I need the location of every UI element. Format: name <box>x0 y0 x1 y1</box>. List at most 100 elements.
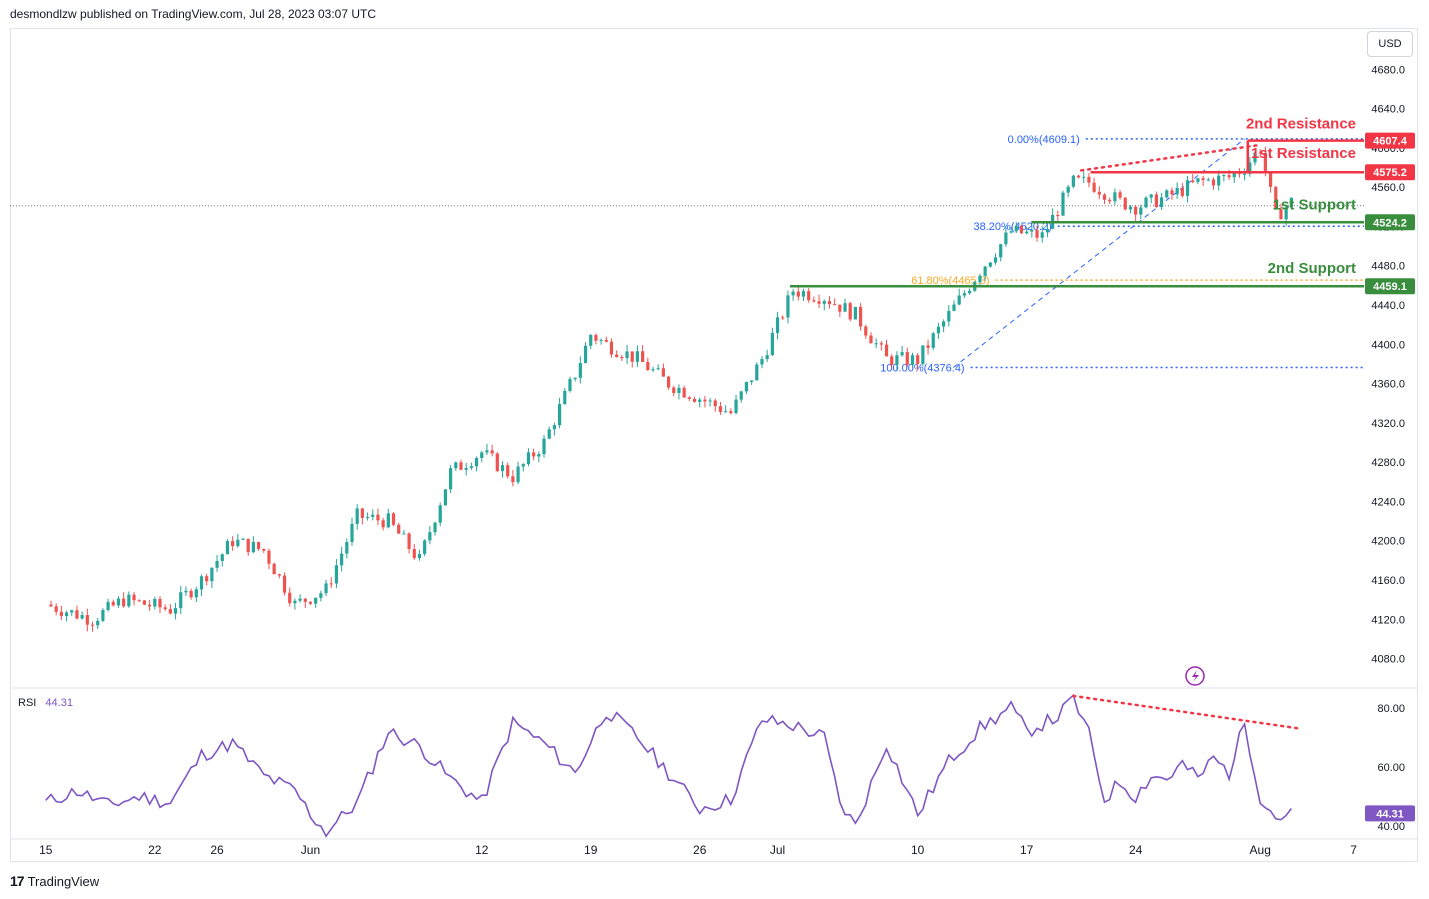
candle-body <box>407 533 411 549</box>
candle-body <box>563 390 567 405</box>
candle-body <box>843 303 847 312</box>
candle-body <box>1227 175 1231 178</box>
candle-body <box>1025 231 1029 234</box>
price-tick-label: 4240.0 <box>1371 496 1405 508</box>
candle-body <box>1092 182 1096 192</box>
candle-body <box>936 326 941 334</box>
candle-body <box>1035 230 1039 238</box>
candle-body <box>511 476 515 483</box>
candle-body <box>1268 171 1273 187</box>
candle-body <box>573 377 577 380</box>
candle-body <box>85 615 89 625</box>
candle-body <box>1274 186 1278 210</box>
candle-body <box>718 406 723 412</box>
candle-body <box>713 400 717 407</box>
candle-body <box>791 291 795 296</box>
candle-body <box>1019 225 1024 234</box>
candle-body <box>288 592 292 604</box>
candle-body <box>127 594 131 607</box>
candle-body <box>225 541 230 555</box>
fib-level-label: 61.80%(4465.3) <box>911 275 989 287</box>
support-resistance-levels[interactable]: 2nd Resistance 4607.4 1st Resistance 4575.2… <box>790 116 1415 295</box>
candle-body <box>220 554 224 562</box>
candle-body <box>101 610 105 621</box>
candle-body <box>70 610 74 613</box>
chart-frame <box>10 28 1418 862</box>
candle-body <box>1243 173 1247 175</box>
candle-body <box>750 380 754 382</box>
candle-body <box>334 565 339 584</box>
candle-body <box>443 489 448 506</box>
candle-body <box>516 466 520 483</box>
price-axis[interactable]: 4680.04640.04600.04560.04520.04480.04440… <box>1371 64 1405 833</box>
candle-body <box>864 326 868 336</box>
candle-body <box>1175 187 1179 195</box>
candle-body <box>853 306 857 320</box>
candle-body <box>947 310 951 322</box>
candle-body <box>905 352 909 365</box>
candle-body <box>142 600 147 605</box>
candle-body <box>781 317 785 319</box>
tradingview-brand[interactable]: 17 TradingView <box>10 873 99 889</box>
rsi-legend[interactable]: RSI 44.31 <box>18 697 73 709</box>
rsi-legend-value: 44.31 <box>45 697 73 709</box>
candle-body <box>666 376 671 388</box>
publish-header: desmondlzw published on TradingView.com,… <box>10 7 376 21</box>
fib-trend-line[interactable] <box>953 138 1245 368</box>
candle-body <box>630 351 634 362</box>
candle-body <box>812 300 816 302</box>
candle-body <box>687 397 691 399</box>
date-tick-label: Aug <box>1250 843 1271 857</box>
candle-body <box>1139 207 1143 215</box>
candle-body <box>999 244 1003 258</box>
candle-body <box>163 607 167 610</box>
candle-body <box>256 542 261 549</box>
candle-body <box>801 291 806 297</box>
candle-body <box>993 257 998 263</box>
candle-body <box>122 598 126 607</box>
candle-body <box>755 364 759 381</box>
candle-body <box>1134 206 1138 215</box>
candle-body <box>1004 232 1008 245</box>
fib-retracement[interactable]: 0.00%(4609.1)38.20%(4520.2)61.80%(4465.3… <box>880 134 1364 375</box>
candle-body <box>833 304 837 306</box>
alert-icon[interactable] <box>1185 666 1205 686</box>
price-tick-label: 4120.0 <box>1371 614 1405 626</box>
candle-body <box>184 590 188 593</box>
date-tick-label: 19 <box>584 843 598 857</box>
date-tick-label: 7 <box>1350 843 1357 857</box>
candle-body <box>298 598 302 601</box>
candle-body <box>1284 207 1288 220</box>
candle-body <box>1279 209 1283 220</box>
candle-body <box>1180 187 1184 196</box>
currency-button[interactable]: USD <box>1367 31 1413 57</box>
candle-body <box>651 369 655 371</box>
candle-body <box>1108 199 1112 202</box>
candle-body <box>1191 180 1195 182</box>
candle-body <box>189 590 193 598</box>
price-divergence-line[interactable] <box>1079 143 1262 172</box>
candle-body <box>734 399 738 414</box>
candle-body <box>1206 179 1210 181</box>
candle-body <box>1185 180 1190 196</box>
candle-body <box>677 387 681 393</box>
candle-body <box>438 505 442 523</box>
date-axis[interactable]: 15 22 26 Jun 12 19 26 Jul 10 17 24 Aug 7 <box>39 843 1357 857</box>
price-tick-label: 4400.0 <box>1371 339 1405 351</box>
candle-body <box>433 522 437 533</box>
rsi-divergence-line[interactable] <box>1072 694 1301 730</box>
date-tick-label: Jun <box>301 843 320 857</box>
candle-body <box>698 399 702 402</box>
rsi-pane: 44.31 <box>45 693 1415 838</box>
candle-body <box>194 589 198 598</box>
candle-body <box>557 404 562 426</box>
candle-body <box>978 275 982 283</box>
candle-body <box>340 553 344 566</box>
candle-body <box>890 356 894 365</box>
candle-body <box>786 295 790 318</box>
rsi-value-tag-text: 44.31 <box>1376 808 1404 820</box>
candle-body <box>1248 162 1252 174</box>
candle-body <box>360 508 364 518</box>
candle-body <box>625 351 629 359</box>
